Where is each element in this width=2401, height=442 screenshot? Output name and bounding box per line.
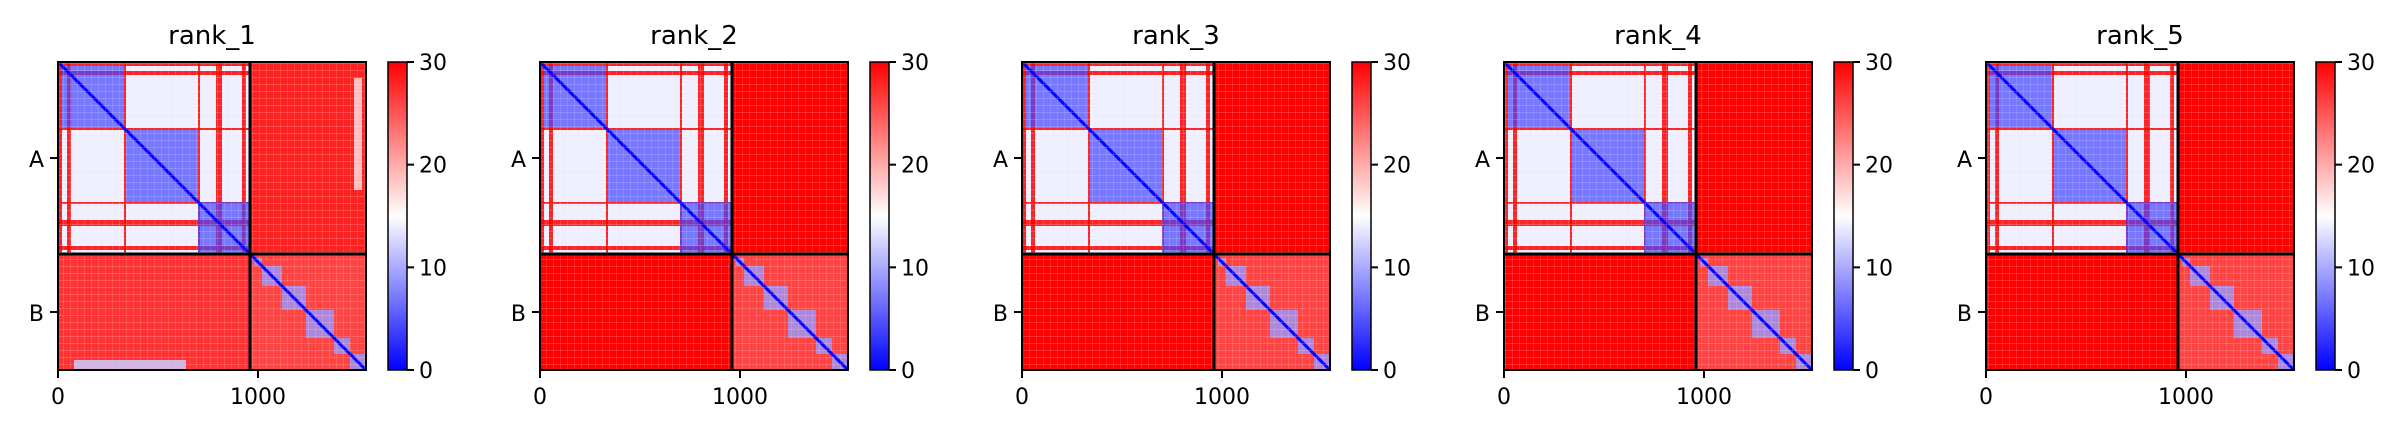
colorbar-frame <box>869 61 890 371</box>
panel-title: rank_5 <box>2096 21 2184 51</box>
y-tick-label: A <box>993 148 1008 173</box>
x-tick-label: 0 <box>1979 385 1993 410</box>
colorbar-tick-label: 30 <box>419 51 447 76</box>
x-tick-label: 0 <box>1015 385 1029 410</box>
x-tick-label: 1000 <box>1194 385 1250 410</box>
x-tick-label: 1000 <box>230 385 286 410</box>
heatmap-cells <box>1986 62 2294 370</box>
heatmap-texture <box>58 62 366 370</box>
panel-title: rank_1 <box>168 21 256 51</box>
colorbar <box>1352 62 1371 370</box>
colorbar <box>388 62 407 370</box>
y-tick-label: A <box>1475 148 1490 173</box>
y-tick-label: B <box>1475 302 1490 327</box>
panel-5: rank_5 A B 0 1000 0 10 20 30 <box>1957 21 2375 410</box>
heatmap-cells <box>1504 62 1812 370</box>
y-tick-label: B <box>511 302 526 327</box>
colorbar <box>870 62 889 370</box>
y-tick-label: A <box>511 148 526 173</box>
colorbar-frame <box>2315 61 2336 371</box>
colorbar-tick-label: 10 <box>901 256 929 281</box>
panel-2: rank_2 A B 0 1000 0 10 20 30 <box>511 21 929 410</box>
y-tick-label: B <box>1957 302 1972 327</box>
colorbar-tick-label: 10 <box>2347 256 2375 281</box>
panel-frame <box>1985 61 2295 371</box>
panel-title: rank_2 <box>650 21 738 51</box>
panel-frame <box>1503 61 1813 371</box>
interchain-signal <box>354 78 362 190</box>
colorbar-tick-label: 20 <box>419 154 447 179</box>
colorbar-tick-label: 10 <box>1383 256 1411 281</box>
x-tick-label: 0 <box>51 385 65 410</box>
heatmap-texture <box>1986 62 2294 370</box>
colorbar-tick-label: 20 <box>1383 154 1411 179</box>
heatmap-cells <box>58 62 366 370</box>
colorbar-tick-label: 30 <box>1865 51 1893 76</box>
colorbar-tick-label: 10 <box>419 256 447 281</box>
colorbar-tick-label: 30 <box>1383 51 1411 76</box>
colorbar <box>1834 62 1853 370</box>
panel-frame <box>1021 61 1331 371</box>
x-tick-label: 1000 <box>1676 385 1732 410</box>
panel-frame <box>539 61 849 371</box>
colorbar-tick-label: 20 <box>901 154 929 179</box>
colorbar-tick-label: 20 <box>1865 154 1893 179</box>
heatmap-texture <box>1504 62 1812 370</box>
heatmap-texture <box>540 62 848 370</box>
colorbar-tick-label: 20 <box>2347 154 2375 179</box>
interchain-signal <box>74 360 186 370</box>
panel-3: rank_3 A B 0 1000 0 10 20 30 <box>993 21 1411 410</box>
x-tick-label: 1000 <box>2158 385 2214 410</box>
panel-4: rank_4 A B 0 1000 0 10 20 30 <box>1475 21 1893 410</box>
heatmap-texture <box>1022 62 1330 370</box>
panel-1: rank_1 A B 0 1000 0 10 20 30 <box>29 21 447 410</box>
panel-frame <box>57 61 367 371</box>
y-tick-label: A <box>29 148 44 173</box>
colorbar-tick-label: 0 <box>1383 359 1397 384</box>
x-tick-label: 0 <box>1497 385 1511 410</box>
colorbar <box>2316 62 2335 370</box>
colorbar-tick-label: 0 <box>901 359 915 384</box>
panel-title: rank_3 <box>1132 21 1220 51</box>
y-tick-label: A <box>1957 148 1972 173</box>
colorbar-tick-label: 30 <box>2347 51 2375 76</box>
colorbar-tick-label: 0 <box>419 359 433 384</box>
y-tick-label: B <box>993 302 1008 327</box>
heatmap-cells <box>1022 62 1330 370</box>
colorbar-frame <box>1351 61 1372 371</box>
colorbar-tick-label: 0 <box>1865 359 1879 384</box>
x-tick-label: 1000 <box>712 385 768 410</box>
colorbar-tick-label: 30 <box>901 51 929 76</box>
panel-title: rank_4 <box>1614 21 1702 51</box>
colorbar-frame <box>1833 61 1854 371</box>
x-tick-label: 0 <box>533 385 547 410</box>
y-tick-label: B <box>29 302 44 327</box>
colorbar-frame <box>387 61 408 371</box>
colorbar-tick-label: 10 <box>1865 256 1893 281</box>
colorbar-tick-label: 0 <box>2347 359 2361 384</box>
heatmap-cells <box>540 62 848 370</box>
